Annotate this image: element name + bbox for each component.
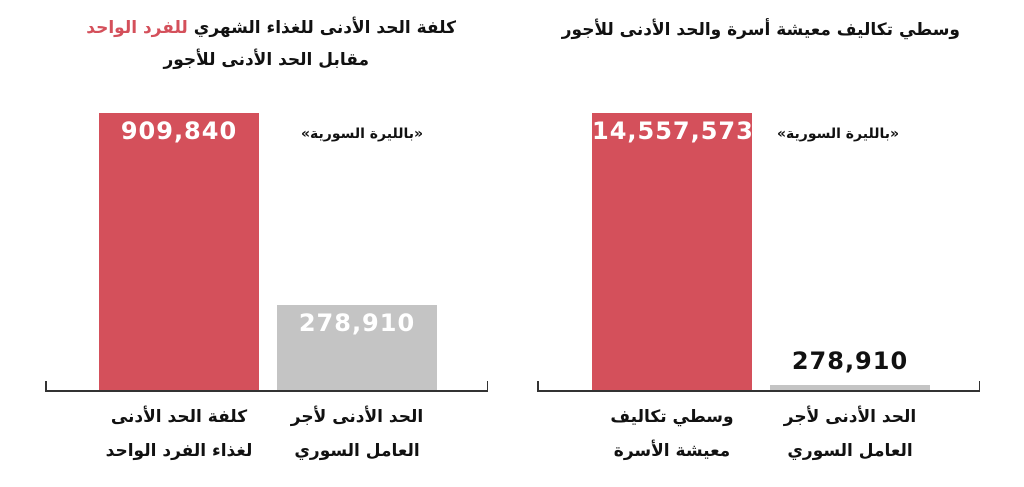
title-text: كلفة الحد الأدنى للغذاء الشهري [193, 18, 456, 38]
axis-end-tick [486, 381, 488, 390]
category-label: وسطي تكاليف معيشة الأسرة [610, 407, 734, 461]
category-label: الحد الأدنى لأجر العامل السوري [783, 407, 917, 461]
chart-subtitle: مقابل الحد الأدنى للأجور [163, 50, 369, 70]
value-label: 278,910 [298, 309, 416, 338]
category-label: الحد الأدنى لأجر العامل السوري [290, 407, 424, 461]
axis-end-tick [537, 381, 539, 390]
bar [99, 113, 259, 390]
annotation: «بالليرة السورية» [300, 126, 424, 142]
axis-end-tick [978, 381, 980, 390]
baseline [45, 390, 488, 392]
bar [592, 113, 752, 390]
axis-end-tick [45, 381, 47, 390]
bar [277, 305, 437, 390]
value-label: 909,840 [120, 117, 238, 145]
title-highlight: للفرد الواحد [86, 18, 188, 38]
title-text: وسطي تكاليف معيشة أسرة والحد الأدنى للأج… [561, 20, 960, 40]
category-label: كلفة الحد الأدنى لغذاء الفرد الواحد [105, 407, 253, 461]
annotation: «بالليرة السورية» [776, 126, 900, 142]
chart-title: كلفة الحد الأدنى للغذاء الشهري للفرد الو… [86, 18, 456, 38]
chart-title: وسطي تكاليف معيشة أسرة والحد الأدنى للأج… [562, 20, 960, 40]
baseline [537, 390, 980, 392]
value-label: 278,910 [791, 346, 909, 375]
bar [770, 384, 930, 390]
value-label: 14,557,573 [592, 117, 754, 145]
